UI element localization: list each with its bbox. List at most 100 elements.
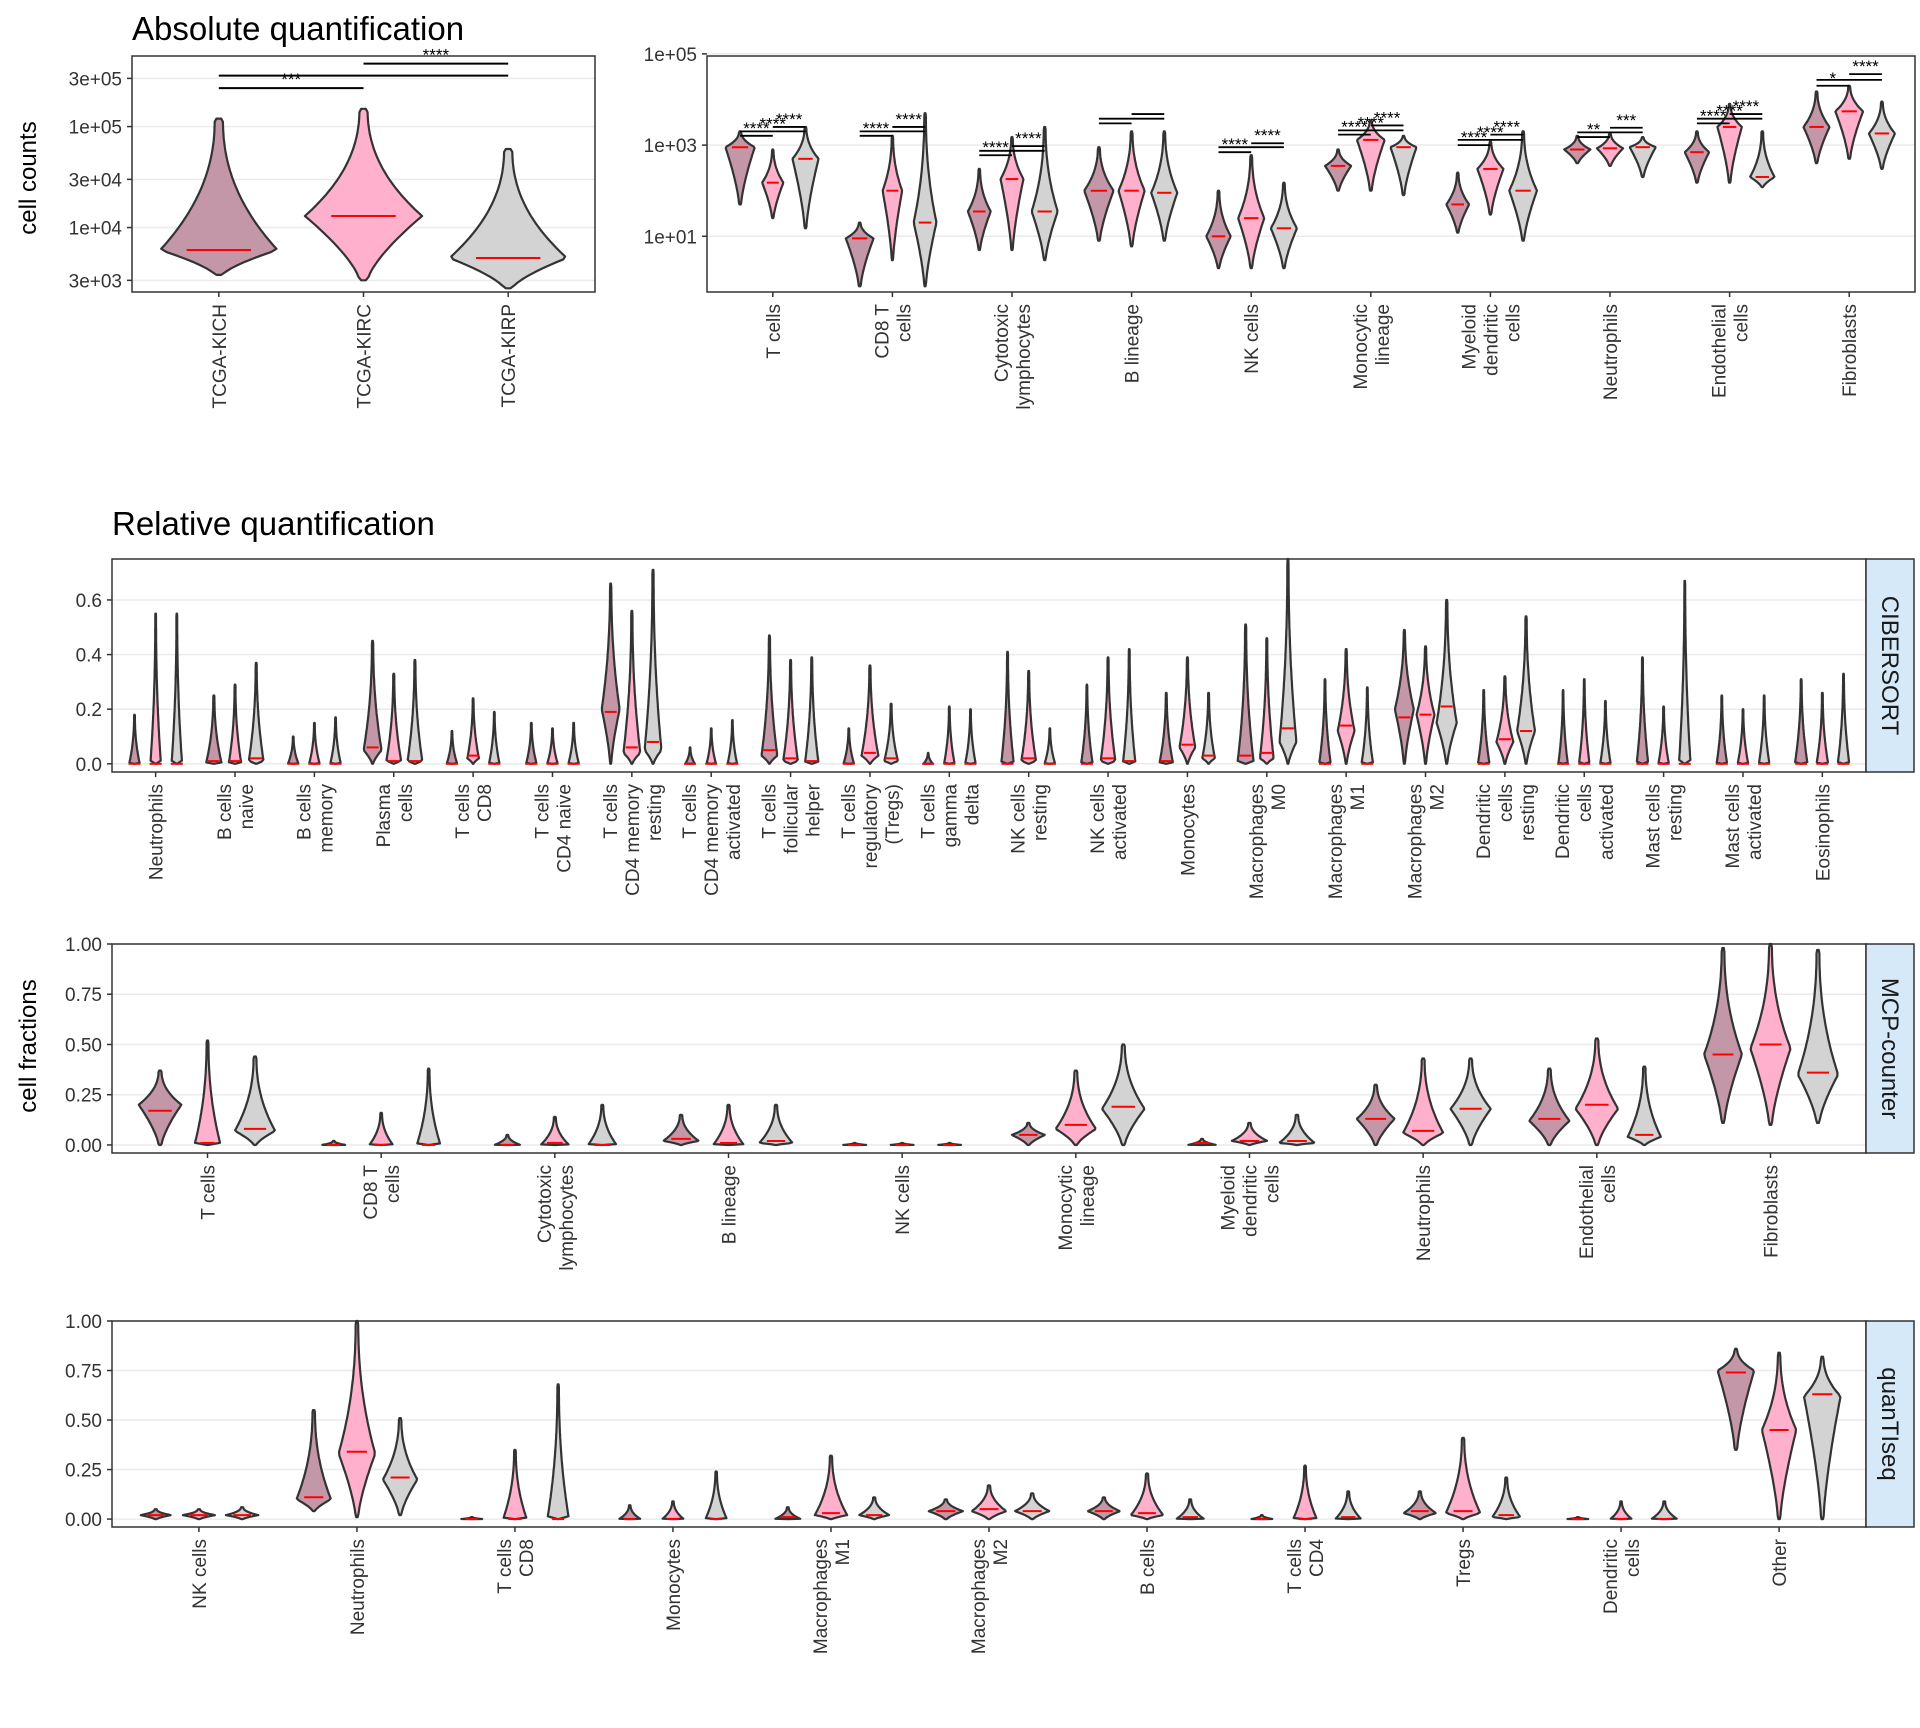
x-tick-label-line: cells xyxy=(1599,1165,1620,1203)
significance-label: **** xyxy=(1222,135,1249,154)
x-tick-label-cd8-t-cells: CD8 Tcells xyxy=(872,304,915,359)
facet-strip-label: MCP-counter xyxy=(1876,978,1903,1119)
x-tick-label-line: Macrophages xyxy=(1326,784,1347,899)
x-tick-label-t-cells-follicular-helper: T cellsfollicularhelper xyxy=(760,783,825,853)
x-tick-label-line: CD4 naive xyxy=(554,784,575,873)
x-tick-label-line: M1 xyxy=(833,1539,854,1565)
x-tick-label-line: cells xyxy=(1575,784,1596,822)
x-tick-label-line: memory xyxy=(316,784,337,853)
y-tick-label: 1e+05 xyxy=(644,45,697,66)
y-tick-label: 0.50 xyxy=(65,1035,102,1056)
x-tick-label-line: T cells xyxy=(495,1539,516,1594)
x-tick-label-line: cells xyxy=(1496,784,1517,822)
x-tick-label-macrophages-m0: MacrophagesM0 xyxy=(1247,784,1290,899)
significance-label: **** xyxy=(1015,129,1042,148)
violin-macrophages-m1-group-2 xyxy=(813,1454,849,1521)
violin-monocytes-group-1 xyxy=(1158,691,1174,765)
violin-endothelial-cells-group-2 xyxy=(1574,1037,1619,1147)
x-tick-label-nk-cells-resting: NK cellsresting xyxy=(1009,784,1052,854)
significance-label: **** xyxy=(760,114,787,133)
x-tick-label-mast-cells-resting: Mast cellsresting xyxy=(1644,784,1687,868)
violin-t-cells-group-1 xyxy=(137,1069,183,1147)
x-tick-label-line: activated xyxy=(1110,784,1131,860)
x-tick-label-cytotoxic-lymphocytes: Cytotoxiclymphocytes xyxy=(992,304,1035,410)
facet-strip-label: CIBERSORT xyxy=(1876,596,1903,736)
x-tick-label-monocytes: Monocytes xyxy=(664,1539,685,1631)
violin-nk-cells-activated-group-2 xyxy=(1099,656,1117,765)
x-tick-label-line: T cells xyxy=(453,784,474,839)
x-tick-label-line: Monocytes xyxy=(1178,784,1199,876)
y-tick-label: 3e+04 xyxy=(69,170,123,191)
x-tick-label-other: Other xyxy=(1770,1538,1791,1586)
x-tick-label-line: Monocytic xyxy=(1351,304,1372,390)
x-tick-label-line: NK cells xyxy=(1088,784,1109,854)
x-tick-label-line: Fibroblasts xyxy=(1840,304,1861,397)
violin-fibroblasts-group-3 xyxy=(1797,948,1839,1125)
y-tick-label: 0.6 xyxy=(76,591,102,612)
x-tick-label-line: activated xyxy=(1597,784,1618,860)
x-tick-label-line: CD8 xyxy=(475,784,496,822)
y-tick-label: 1e+05 xyxy=(69,118,122,139)
x-tick-label-line: CD8 T xyxy=(872,304,893,359)
x-tick-label-line: B cells xyxy=(294,784,315,840)
significance-label: **** xyxy=(1733,97,1760,116)
significance-label: **** xyxy=(1716,102,1743,121)
x-tick-label-tregs: Tregs xyxy=(1454,1539,1475,1587)
x-tick-label-line: Neutrophils xyxy=(1414,1165,1435,1261)
x-tick-label-eosinophils: Eosinophils xyxy=(1813,784,1834,881)
x-tick-label-line: CD8 xyxy=(517,1539,538,1577)
mcp-counter-panel: 0.00 0.25 0.50 0.75 1.00 MCP-counter T cells CD… xyxy=(65,935,1915,1271)
x-tick-label-line: cells xyxy=(396,784,417,822)
x-tick-label-nk-cells: NK cells xyxy=(1242,304,1263,374)
x-tick-label-line: Macrophages xyxy=(969,1539,990,1654)
violin-b-cells-naive-group-1 xyxy=(205,694,223,765)
x-tick-label-line: T cells xyxy=(199,1165,220,1220)
x-tick-label-t-cells: T cells xyxy=(764,304,785,359)
violin-dendritic-cells-resting-group-2 xyxy=(1495,675,1515,765)
x-tick-label-line: T cells xyxy=(601,784,622,839)
x-tick-label-line: lineage xyxy=(1373,304,1394,365)
violin-cytotoxic-lymphocytes-group-2 xyxy=(540,1115,570,1147)
x-tick-label-line: lymphocytes xyxy=(1014,304,1035,410)
x-tick-label-plasma-cells: Plasmacells xyxy=(374,784,417,848)
x-tick-label-neutrophils: Neutrophils xyxy=(147,784,168,880)
x-tick-label-line: Other xyxy=(1770,1538,1791,1586)
x-tick-label-macrophages-m1: MacrophagesM1 xyxy=(1326,784,1369,899)
y-tick-label: 3e+03 xyxy=(69,271,122,292)
violin-tregs-group-3 xyxy=(1491,1476,1521,1521)
x-tick-label-line: M1 xyxy=(1348,784,1369,810)
panel-background xyxy=(112,559,1866,772)
x-tick-label-line: dendritic xyxy=(1481,304,1502,376)
x-tick-label-t-cells-regulatory-tregs: T cellsregulatory(Tregs) xyxy=(839,784,904,869)
x-tick-label-line: Endothelial xyxy=(1577,1165,1598,1259)
quantiseq-panel: 0.00 0.25 0.50 0.75 1.00 quanTIseq NK cells Neu… xyxy=(65,1312,1915,1654)
panel-background xyxy=(112,944,1866,1153)
violin-plasma-cells-group-3 xyxy=(406,658,424,765)
violin-b-lineage-group-2 xyxy=(1117,130,1146,248)
x-tick-label-nk-cells-activated: NK cellsactivated xyxy=(1088,784,1131,860)
x-tick-label-line: Neutrophils xyxy=(147,784,168,880)
x-tick-label-fibroblasts: Fibroblasts xyxy=(1761,1165,1782,1258)
significance-label: **** xyxy=(1852,57,1879,76)
violin-macrophages-m2-group-2 xyxy=(1415,645,1436,765)
violin-t-cells-cd4-memory-resting-group-2 xyxy=(622,609,642,765)
x-tick-label-line: Endothelial xyxy=(1710,304,1731,398)
relative-title: Relative quantification xyxy=(112,505,435,542)
violin-macrophages-m2-group-1 xyxy=(927,1498,965,1521)
violin-t-cells-follicular-helper-group-2 xyxy=(782,658,799,765)
x-tick-label-t-cells-gamma-delta: T cellsgammadelta xyxy=(918,784,983,848)
violin-neutrophils-group-3 xyxy=(1449,1057,1492,1147)
violin-neutrophils-group-1 xyxy=(295,1408,332,1513)
violin-t-cells-cd4-memory-resting-group-3 xyxy=(643,568,663,765)
y-tick-label: 1e+03 xyxy=(644,136,697,157)
x-tick-label-endothelial-cells: Endothelialcells xyxy=(1710,304,1753,398)
violin-cytotoxic-lymphocytes-group-2 xyxy=(999,136,1025,252)
significance-label: **** xyxy=(1254,126,1281,145)
x-tick-label-line: activated xyxy=(1745,784,1766,860)
significance-label: **** xyxy=(982,138,1009,157)
y-tick-label: 1.00 xyxy=(65,1312,102,1333)
violin-t-cells-group-3 xyxy=(791,125,820,230)
significance-label: ** xyxy=(1587,120,1601,139)
